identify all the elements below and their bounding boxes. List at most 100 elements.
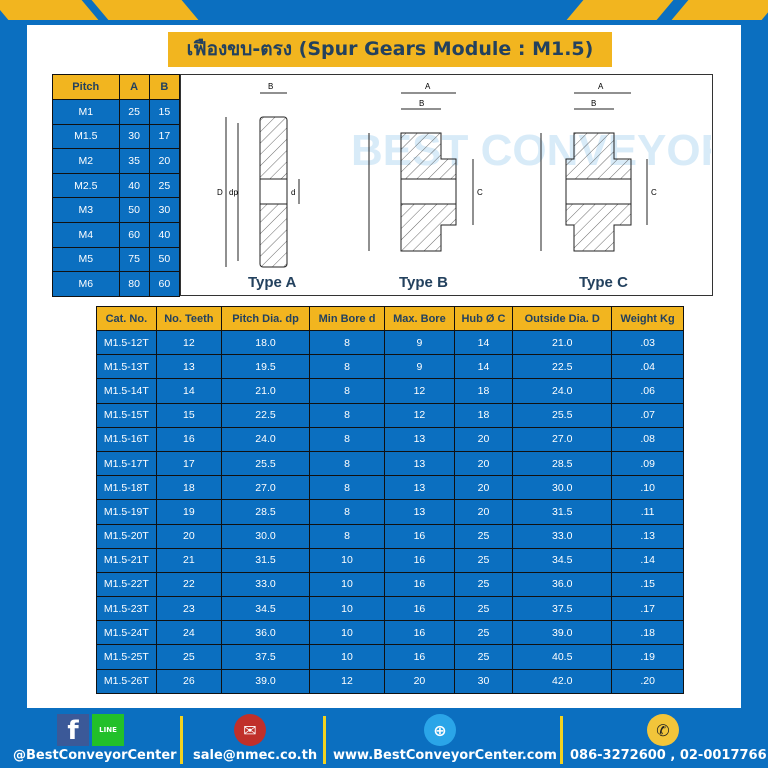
table-cell: 16 [384,620,455,646]
table-cell: .08 [611,426,684,452]
line-icon[interactable]: LINE [92,714,124,746]
table-cell: 33.0 [512,523,613,549]
spec-table: Cat. No. No. Teeth Pitch Dia. dp Min Bore d… [96,306,684,694]
type-a-label: Type A [248,274,297,291]
table-cell: 27.0 [221,475,310,501]
table-cell: 24 [155,620,223,646]
table-cell: 20 [148,148,181,174]
facebook-handle[interactable]: @BestConveyorCenter [13,748,177,763]
table-cell: 25 [453,596,514,622]
column-header: No. Teeth [155,306,223,331]
email-icon[interactable]: ✉ [234,714,266,746]
table-cell: M1.5-20T [96,523,157,549]
table-cell: 9 [384,354,455,380]
dim-b: B [591,99,596,108]
table-cell: 26 [155,668,223,694]
line-badge-text: LINE [99,726,117,734]
table-cell: 13 [384,475,455,501]
table-cell: 20 [384,668,455,694]
table-cell: 18 [155,475,223,501]
table-cell: 14 [155,378,223,404]
table-cell: 30.0 [221,523,310,549]
dim-a: A [598,82,604,91]
table-cell: 22.5 [512,354,613,380]
table-cell: 16 [384,571,455,598]
column-header: Max. Bore [384,306,455,331]
table-cell: .15 [611,571,684,598]
column-header: Weight Kg [611,306,684,331]
dim-c: C [651,188,657,197]
table-cell: 10 [308,596,386,622]
table-cell: 40 [148,221,181,248]
decor-stripe [91,0,199,20]
table-cell: 40 [118,172,150,199]
table-cell: 24.0 [221,426,310,452]
table-cell: M1.5-23T [96,596,157,622]
table-cell: 16 [384,523,455,549]
table-cell: 15 [155,402,223,428]
table-cell: M5 [52,246,120,273]
table-cell: .17 [611,596,684,622]
table-cell: .10 [611,475,684,501]
table-cell: 18 [453,402,514,428]
table-cell: M1.5-22T [96,571,157,598]
table-cell: 42.0 [512,668,613,694]
table-cell: 75 [118,246,150,273]
type-b-label: Type B [399,274,448,291]
table-cell: 8 [308,378,386,404]
table-cell: 25 [118,99,150,125]
table-cell: 20 [453,450,514,477]
decor-stripe [566,0,674,20]
table-row: M1.5-16T 16 24.0 8 13 20 27.0.08 [96,426,684,452]
type-c-label: Type C [579,274,628,291]
table-cell: 12 [308,668,386,694]
table-cell: 18.0 [221,329,310,356]
table-cell: 30 [453,668,514,694]
table-cell: 8 [308,450,386,477]
table-row: M1 25 15 [52,99,181,125]
table-row: M1.5-14T 14 21.0 8 12 18 24.0.06 [96,378,684,404]
table-cell: M1.5-26T [96,668,157,694]
dim-a: A [425,82,431,91]
table-cell: 10 [308,571,386,598]
dim-d-outer: D [217,188,223,197]
table-row: M3 50 30 [52,197,181,223]
table-cell: 31.5 [221,547,310,573]
table-cell: M1.5-19T [96,499,157,525]
table-cell: 20 [155,523,223,549]
table-row: M4 60 40 [52,221,181,248]
table-row: M2 35 20 [52,148,181,174]
phone-numbers[interactable]: 086-3272600 , 02-0017766 [570,748,767,763]
table-cell: .07 [611,402,684,428]
table-row: M5 75 50 [52,246,181,273]
phone-icon[interactable]: ✆ [647,714,679,746]
table-cell: 30.0 [512,475,613,501]
email-link[interactable]: sale@nmec.co.th [193,748,318,763]
divider [323,716,326,764]
table-cell: M2.5 [52,172,120,199]
table-cell: 12 [155,329,223,356]
table-row: M2.5 40 25 [52,172,181,199]
table-cell: M1.5-16T [96,426,157,452]
facebook-icon[interactable]: f [57,714,89,746]
column-header: Pitch [52,74,120,100]
table-cell: 27.0 [512,426,613,452]
table-cell: .06 [611,378,684,404]
globe-icon[interactable]: ⊕ [424,714,456,746]
table-cell: 21.0 [221,378,310,404]
table-row: M1.5-18T 18 27.0 8 13 20 30.0.10 [96,475,684,501]
table-cell: 15 [148,99,181,125]
table-cell: 18 [453,378,514,404]
table-cell: 33.0 [221,571,310,598]
table-cell: 22.5 [221,402,310,428]
table-cell: 25 [453,571,514,598]
table-cell: 20 [453,475,514,501]
table-cell: 28.5 [512,450,613,477]
table-cell: 13 [384,499,455,525]
column-header: Cat. No. [96,306,157,331]
table-cell: 21.0 [512,329,613,356]
website-link[interactable]: www.BestConveyorCenter.com [333,748,557,763]
table-cell: 25 [453,547,514,573]
table-row: M1.5-17T 17 25.5 8 13 20 28.5.09 [96,450,684,477]
table-cell: .13 [611,523,684,549]
